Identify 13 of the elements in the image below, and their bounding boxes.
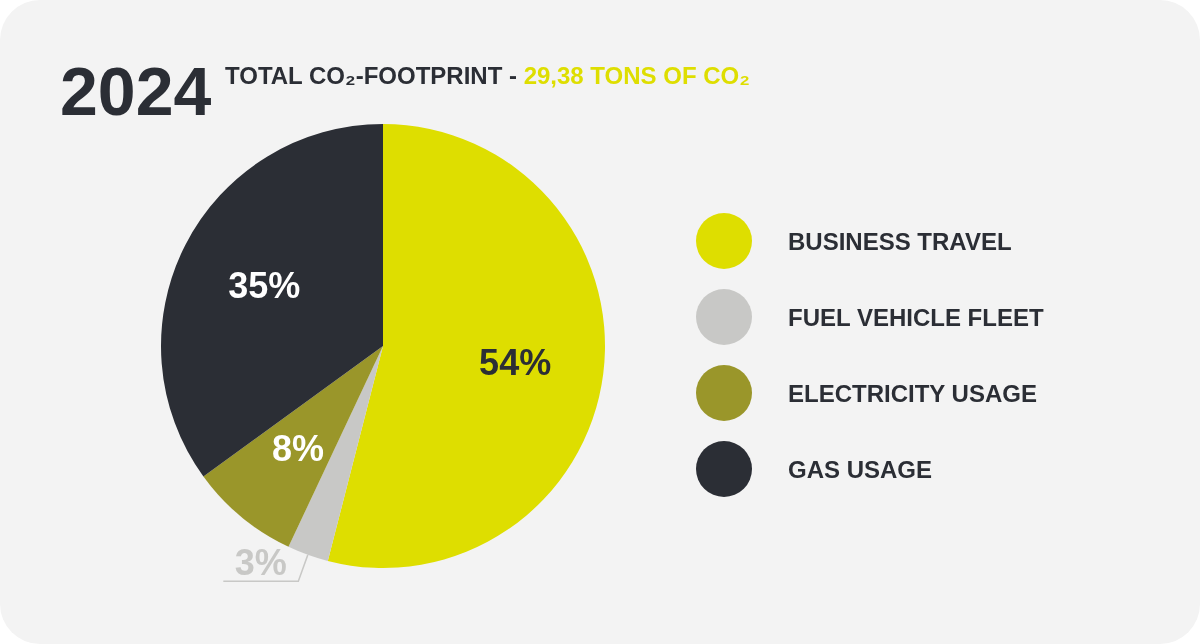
pie-slice	[327, 124, 605, 568]
chart-title: 2024	[60, 53, 212, 129]
data-label: 8%	[272, 428, 325, 470]
pie-slice	[161, 124, 383, 477]
pie-slice	[203, 346, 383, 547]
legend-label: ELECTRICITY USAGE	[788, 379, 1037, 407]
chart-subtitle: TOTAL CO₂-FOOTPRINT -	[225, 62, 524, 89]
data-label: 54%	[479, 342, 552, 384]
legend-label: GAS USAGE	[788, 455, 933, 483]
legend-label: BUSINESS TRAVEL	[788, 227, 1012, 255]
legend-label: FUEL VEHICLE FLEET	[788, 303, 1044, 331]
text: 29,38 TONS OF CO₂	[523, 62, 750, 89]
data-label: 35%	[228, 265, 301, 307]
